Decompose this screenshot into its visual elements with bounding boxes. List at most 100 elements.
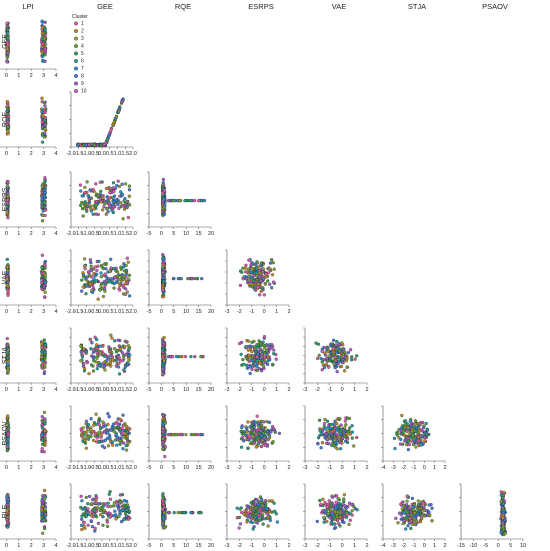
data-point — [5, 21, 9, 25]
x-tick-label: -1.5 — [74, 387, 83, 393]
data-point — [80, 517, 84, 521]
data-point — [352, 444, 356, 448]
data-point — [337, 521, 341, 526]
data-point — [126, 441, 130, 445]
data-point — [422, 505, 426, 509]
data-point — [171, 354, 175, 359]
data-point — [172, 276, 176, 281]
data-point — [411, 433, 415, 438]
data-point — [127, 188, 132, 192]
data-point — [88, 188, 92, 192]
data-point — [42, 338, 46, 342]
data-point — [161, 177, 166, 182]
x-tick-label: 15 — [196, 387, 202, 393]
x-tick-label: -5 — [147, 465, 152, 471]
data-point — [43, 417, 47, 421]
data-point — [108, 269, 112, 273]
data-point — [125, 200, 130, 204]
data-point — [86, 194, 90, 198]
data-point — [90, 341, 94, 345]
data-point — [42, 518, 46, 522]
data-point — [422, 439, 427, 443]
data-point — [5, 55, 9, 60]
data-point — [40, 515, 44, 519]
x-tick-label: 1.5 — [121, 543, 129, 549]
data-point — [80, 355, 85, 359]
data-point — [408, 419, 412, 423]
data-point — [251, 279, 256, 283]
data-point — [126, 277, 131, 281]
x-tick-label: -1.0 — [82, 151, 91, 157]
data-point — [102, 429, 107, 434]
data-point — [410, 427, 414, 432]
data-point — [5, 99, 9, 104]
data-point — [40, 415, 44, 419]
data-point — [331, 350, 336, 354]
panel-rle-vs-lpi: -10123402468 — [0, 488, 58, 549]
data-point — [43, 343, 47, 347]
x-tick-label: 15 — [196, 543, 202, 549]
data-point — [342, 369, 347, 373]
data-point — [42, 200, 46, 204]
data-point — [104, 186, 109, 191]
data-point — [332, 522, 336, 526]
x-tick-label: -1.0 — [82, 309, 91, 315]
data-point — [262, 334, 267, 339]
data-point — [342, 520, 346, 525]
data-point — [401, 521, 405, 526]
data-point — [117, 361, 121, 366]
data-point — [259, 356, 263, 360]
data-point — [40, 446, 44, 451]
x-tick-label: -1 — [327, 387, 332, 393]
data-point — [103, 272, 107, 276]
data-point — [116, 365, 121, 369]
data-point — [123, 365, 127, 369]
data-point — [179, 432, 184, 437]
data-point — [5, 423, 9, 427]
data-point — [6, 359, 10, 364]
data-point — [192, 432, 196, 437]
data-point — [124, 448, 129, 452]
x-tick-label: 2 — [443, 543, 446, 549]
data-point — [252, 441, 256, 445]
data-point — [82, 206, 87, 210]
data-point — [126, 362, 130, 366]
data-point — [6, 129, 10, 133]
data-point — [86, 270, 91, 274]
data-point — [400, 413, 404, 418]
x-tick-label: 10 — [183, 387, 189, 393]
x-tick-label: 0 — [263, 309, 266, 315]
data-point — [125, 290, 129, 294]
data-point — [177, 198, 182, 203]
x-tick-label: 2.0 — [129, 231, 137, 237]
data-point — [122, 441, 126, 445]
x-tick-label: -0.5 — [90, 387, 99, 393]
data-point — [245, 520, 249, 524]
x-tick-label: 1.5 — [121, 309, 129, 315]
x-tick-label: -2 — [315, 387, 320, 393]
data-point — [252, 273, 256, 278]
data-point — [7, 426, 11, 430]
data-point — [335, 369, 339, 374]
data-point — [109, 266, 113, 270]
data-point — [270, 286, 274, 290]
x-tick-label: 1 — [353, 387, 356, 393]
x-tick-label: 10 — [183, 309, 189, 315]
data-point — [336, 425, 340, 430]
data-point — [97, 430, 102, 434]
data-point — [327, 365, 331, 369]
data-point — [6, 42, 10, 46]
data-point — [91, 290, 95, 295]
data-point — [161, 184, 165, 189]
data-point — [80, 278, 84, 282]
data-point — [272, 351, 276, 356]
data-point — [242, 275, 246, 279]
data-point — [79, 494, 83, 499]
data-point — [399, 513, 403, 517]
data-point — [105, 138, 109, 142]
panel-stja-vs-rqe: -5 0 5 10 15 20 — [147, 327, 214, 393]
data-point — [98, 344, 102, 348]
data-point — [107, 279, 111, 283]
data-point — [183, 354, 188, 359]
data-point — [337, 359, 341, 364]
